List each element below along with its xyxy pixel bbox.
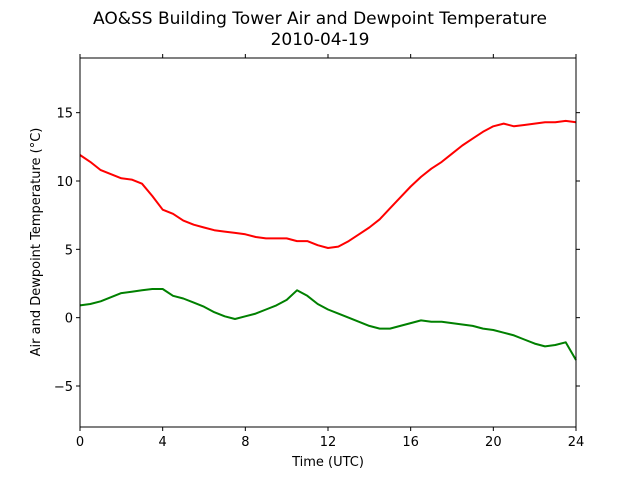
x-tick-label: 12 <box>320 435 337 450</box>
y-tick-label: 10 <box>56 175 73 190</box>
y-axis-label: Air and Dewpoint Temperature (°C) <box>29 128 44 357</box>
series-line-1 <box>79 119 577 249</box>
x-tick-label: 16 <box>402 435 419 450</box>
x-axis-label: Time (UTC) <box>291 455 364 470</box>
y-tick-label: 15 <box>56 107 73 122</box>
chart-subtitle: 2010-04-19 <box>271 30 370 50</box>
plot-area <box>79 119 577 361</box>
x-tick-label: 24 <box>568 435 585 450</box>
plot-frame <box>79 57 577 428</box>
x-tick-label: 4 <box>159 435 167 450</box>
chart-title: AO&SS Building Tower Air and Dewpoint Te… <box>93 9 547 29</box>
y-tick-label: −5 <box>54 380 73 395</box>
y-tick-label: 0 <box>65 312 73 327</box>
x-tick-label: 0 <box>76 435 84 450</box>
series-line-2 <box>79 288 577 361</box>
x-axis-ticks: 0 4 8 12 16 20 24 <box>76 54 584 450</box>
x-tick-label: 20 <box>485 435 502 450</box>
y-axis-ticks: −5 0 5 10 15 <box>54 107 580 395</box>
y-tick-label: 5 <box>65 243 73 258</box>
x-tick-label: 8 <box>241 435 249 450</box>
